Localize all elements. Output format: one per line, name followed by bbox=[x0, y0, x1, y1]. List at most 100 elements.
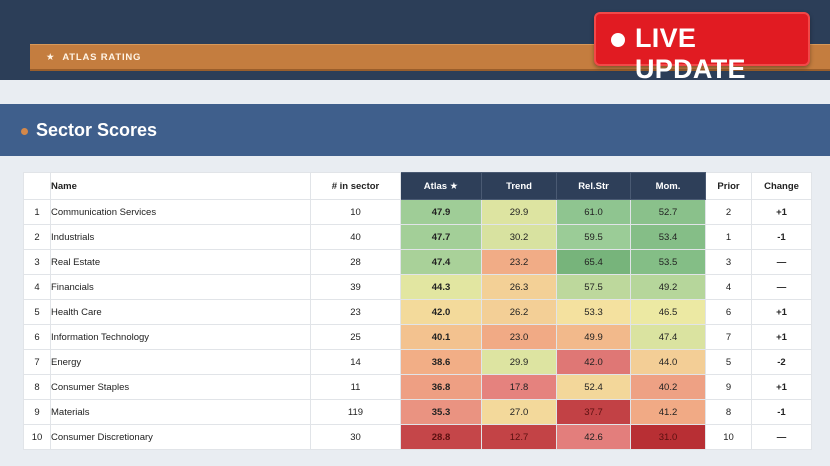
count-cell: 11 bbox=[310, 374, 401, 400]
atlas-score-cell: 35.3 bbox=[400, 399, 482, 425]
table-row[interactable]: 1 Communication Services 10 47.9 29.9 61.0 52.… bbox=[23, 199, 812, 225]
rank-cell: 3 bbox=[23, 249, 51, 275]
change-cell: +1 bbox=[751, 299, 812, 325]
header-relstr[interactable]: Rel.Str bbox=[556, 172, 631, 200]
relstr-cell: 42.6 bbox=[556, 424, 631, 450]
sector-name-cell: Consumer Discretionary bbox=[50, 424, 311, 450]
sector-name-cell: Consumer Staples bbox=[50, 374, 311, 400]
table-row[interactable]: 6 Information Technology 25 40.1 23.0 49.9 47.… bbox=[23, 324, 812, 350]
count-cell: 39 bbox=[310, 274, 401, 300]
table-row[interactable]: 5 Health Care 23 42.0 26.2 53.3 46.5 6 +1 bbox=[23, 299, 812, 325]
header-count[interactable]: # in sector bbox=[310, 172, 401, 200]
count-cell: 10 bbox=[310, 199, 401, 225]
header-change[interactable]: Change bbox=[751, 172, 812, 200]
change-cell: +1 bbox=[751, 374, 812, 400]
trend-cell: 23.0 bbox=[481, 324, 557, 350]
count-cell: 40 bbox=[310, 224, 401, 250]
header-prior[interactable]: Prior bbox=[705, 172, 752, 200]
mom-cell: 47.4 bbox=[630, 324, 706, 350]
atlas-score-cell: 38.6 bbox=[400, 349, 482, 375]
mom-cell: 53.5 bbox=[630, 249, 706, 275]
prior-cell: 10 bbox=[705, 424, 752, 450]
relstr-cell: 57.5 bbox=[556, 274, 631, 300]
relstr-cell: 42.0 bbox=[556, 349, 631, 375]
rank-cell: 9 bbox=[23, 399, 51, 425]
trend-cell: 12.7 bbox=[481, 424, 557, 450]
table-row[interactable]: 8 Consumer Staples 11 36.8 17.8 52.4 40.2 9 +1 bbox=[23, 374, 812, 400]
change-cell: -1 bbox=[751, 224, 812, 250]
bullet-icon bbox=[21, 128, 28, 135]
rank-cell: 1 bbox=[23, 199, 51, 225]
table-row[interactable]: 9 Materials 119 35.3 27.0 37.7 41.2 8 -1 bbox=[23, 399, 812, 425]
rank-cell: 10 bbox=[23, 424, 51, 450]
atlas-score-cell: 47.4 bbox=[400, 249, 482, 275]
table-row[interactable]: 7 Energy 14 38.6 29.9 42.0 44.0 5 -2 bbox=[23, 349, 812, 375]
change-cell: +1 bbox=[751, 199, 812, 225]
mom-cell: 44.0 bbox=[630, 349, 706, 375]
mom-cell: 46.5 bbox=[630, 299, 706, 325]
sector-scores-table: Name # in sector Atlas ★ Trend Rel.Str M… bbox=[23, 172, 812, 450]
table-row[interactable]: 2 Industrials 40 47.7 30.2 59.5 53.4 1 -1 bbox=[23, 224, 812, 250]
count-cell: 30 bbox=[310, 424, 401, 450]
section-title: Sector Scores bbox=[36, 120, 158, 140]
section-header: Sector Scores bbox=[0, 104, 830, 156]
header-trend[interactable]: Trend bbox=[481, 172, 557, 200]
mom-cell: 40.2 bbox=[630, 374, 706, 400]
count-cell: 28 bbox=[310, 249, 401, 275]
table-body: 1 Communication Services 10 47.9 29.9 61.0 52.… bbox=[23, 199, 812, 450]
trend-cell: 26.3 bbox=[481, 274, 557, 300]
star-icon: ★ bbox=[46, 52, 56, 63]
atlas-score-cell: 44.3 bbox=[400, 274, 482, 300]
sector-name-cell: Financials bbox=[50, 274, 311, 300]
rank-cell: 4 bbox=[23, 274, 51, 300]
change-cell: — bbox=[751, 424, 812, 450]
count-cell: 119 bbox=[310, 399, 401, 425]
table-row[interactable]: 10 Consumer Discretionary 30 28.8 12.7 42.6 31… bbox=[23, 424, 812, 450]
rank-cell: 5 bbox=[23, 299, 51, 325]
count-cell: 14 bbox=[310, 349, 401, 375]
prior-cell: 9 bbox=[705, 374, 752, 400]
live-update-badge: LIVE UPDATE bbox=[594, 12, 810, 84]
mom-cell: 53.4 bbox=[630, 224, 706, 250]
sector-name-cell: Communication Services bbox=[50, 199, 311, 225]
rank-cell: 2 bbox=[23, 224, 51, 250]
trend-cell: 17.8 bbox=[481, 374, 557, 400]
live-update-label: LIVE UPDATE bbox=[635, 23, 746, 84]
header-name[interactable]: Name bbox=[50, 172, 311, 200]
table-header-row: Name # in sector Atlas ★ Trend Rel.Str M… bbox=[23, 172, 812, 200]
relstr-cell: 37.7 bbox=[556, 399, 631, 425]
header-rank bbox=[23, 172, 51, 200]
table-row[interactable]: 3 Real Estate 28 47.4 23.2 65.4 53.5 3— bbox=[23, 249, 812, 275]
mom-cell: 52.7 bbox=[630, 199, 706, 225]
relstr-cell: 49.9 bbox=[556, 324, 631, 350]
sector-name-cell: Health Care bbox=[50, 299, 311, 325]
change-cell: — bbox=[751, 274, 812, 300]
prior-cell: 1 bbox=[705, 224, 752, 250]
change-cell: -1 bbox=[751, 399, 812, 425]
rank-cell: 7 bbox=[23, 349, 51, 375]
rank-cell: 8 bbox=[23, 374, 51, 400]
trend-cell: 29.9 bbox=[481, 199, 557, 225]
mom-cell: 41.2 bbox=[630, 399, 706, 425]
change-cell: +1 bbox=[751, 324, 812, 350]
header-atlas[interactable]: Atlas ★ bbox=[400, 172, 482, 200]
sector-name-cell: Information Technology bbox=[50, 324, 311, 350]
table-row[interactable]: 4 Financials 39 44.3 26.3 57.5 49.2 4— bbox=[23, 274, 812, 300]
atlas-rating-label: ATLAS RATING bbox=[62, 52, 142, 63]
prior-cell: 3 bbox=[705, 249, 752, 275]
sector-name-cell: Industrials bbox=[50, 224, 311, 250]
prior-cell: 6 bbox=[705, 299, 752, 325]
relstr-cell: 59.5 bbox=[556, 224, 631, 250]
divider-strip bbox=[0, 80, 830, 104]
mom-cell: 31.0 bbox=[630, 424, 706, 450]
atlas-rating-title: ★ ATLAS RATING bbox=[46, 52, 141, 63]
sector-name-cell: Real Estate bbox=[50, 249, 311, 275]
trend-cell: 23.2 bbox=[481, 249, 557, 275]
trend-cell: 30.2 bbox=[481, 224, 557, 250]
mom-cell: 49.2 bbox=[630, 274, 706, 300]
relstr-cell: 53.3 bbox=[556, 299, 631, 325]
header-mom[interactable]: Mom. bbox=[630, 172, 706, 200]
relstr-cell: 65.4 bbox=[556, 249, 631, 275]
trend-cell: 27.0 bbox=[481, 399, 557, 425]
rank-cell: 6 bbox=[23, 324, 51, 350]
